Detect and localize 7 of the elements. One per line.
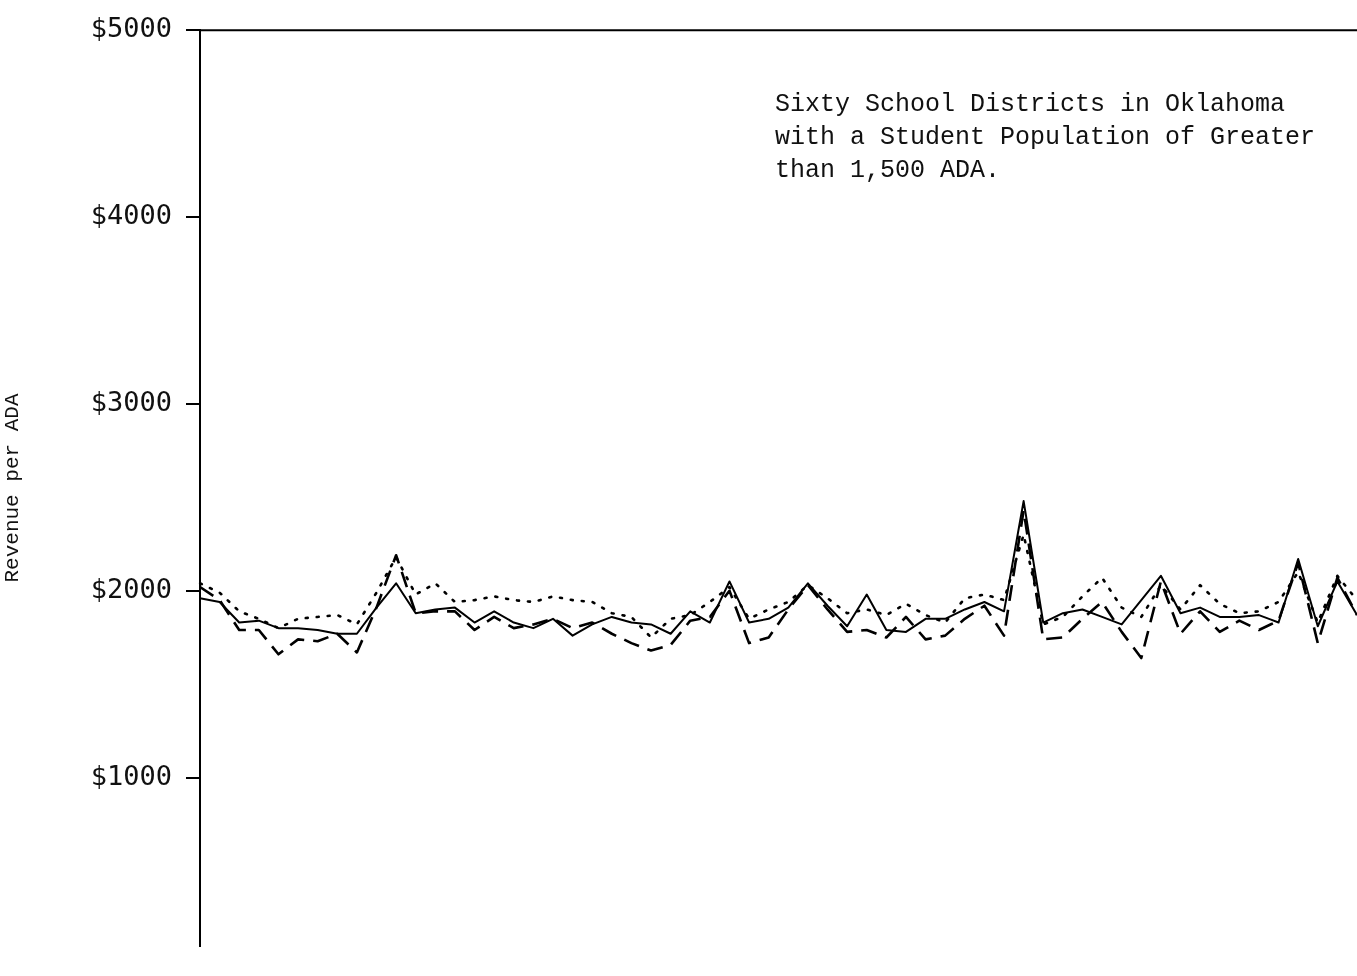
annotation: Sixty School Districts in Oklahoma with a Student Population of Greater than 1,500 ADA. <box>775 90 1316 186</box>
y-axis-title: Revenue per ADA <box>1 393 25 583</box>
y-tick-label: $3000 <box>90 385 172 417</box>
y-tick-label: $2000 <box>90 572 172 604</box>
y-tick-label: $1000 <box>90 759 172 791</box>
y-tick-label: $4000 <box>90 199 172 231</box>
y-tick-label: $5000 <box>90 12 172 44</box>
